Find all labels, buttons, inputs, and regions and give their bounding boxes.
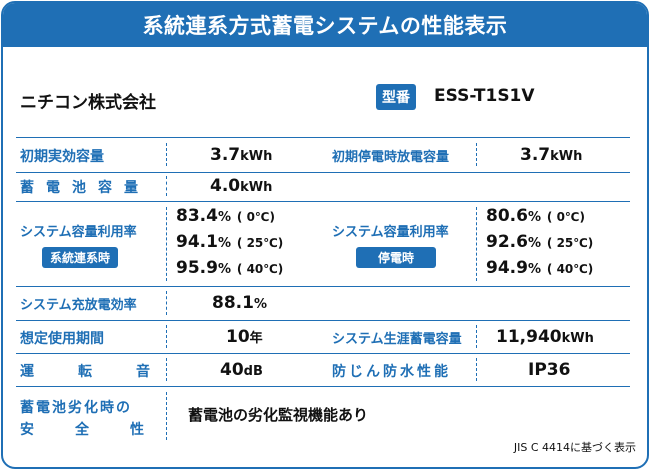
utilization-grid-number: 94.1 [176, 232, 218, 252]
utilization-grid-temp: ( 25℃) [236, 236, 284, 250]
noise-label: 運転音 [20, 364, 194, 380]
utilization-grid-unit: % [217, 262, 231, 277]
separator [476, 325, 477, 348]
utilization-outage-temp: ( 0℃) [546, 210, 585, 224]
charge-discharge-efficiency-unit: % [253, 297, 267, 312]
utilization-outage-unit: % [527, 262, 541, 277]
utilization-outage-unit: % [527, 236, 541, 251]
utilization-grid-value-25c: 94.1% ( 25℃) [176, 232, 283, 252]
utilization-outage-value-25c: 92.6% ( 25℃) [486, 232, 593, 252]
battery-capacity-unit: kWh [240, 180, 273, 195]
utilization-grid-value-0c: 83.4% ( 0℃) [176, 206, 275, 226]
expected-life-value: 10年 [226, 327, 263, 347]
separator [166, 176, 167, 196]
model-number: ESS-T1S1V [434, 86, 535, 106]
noise-unit: dB [243, 364, 263, 379]
utilization-outage-value-40c: 94.9% ( 40℃) [486, 258, 593, 278]
degradation-safety-label: 蓄電池劣化時の [20, 400, 132, 416]
utilization-outage-number: 80.6 [486, 206, 528, 226]
company-name: ニチコン株式会社 [20, 93, 156, 113]
waterproof-value: IP36 [528, 360, 571, 380]
expected-life-number: 10 [226, 327, 250, 347]
separator [476, 143, 477, 166]
initial-outage-discharge-number: 3.7 [520, 145, 551, 165]
utilization-outage-temp: ( 40℃) [546, 262, 594, 276]
rule [16, 172, 630, 173]
rule [16, 320, 630, 321]
lifetime-storage-label: システム生涯蓄電容量 [332, 332, 462, 347]
waterproof-label: 防じん防水性能 [332, 364, 451, 380]
noise-value: 40dB [220, 360, 263, 380]
noise-number: 40 [220, 360, 244, 380]
initial-capacity-number: 3.7 [210, 145, 241, 165]
initial-capacity-label: 初期実効容量 [20, 149, 104, 165]
initial-outage-discharge-value: 3.7kWh [520, 145, 582, 165]
lifetime-storage-value: 11,940kWh [496, 327, 594, 347]
rule [16, 286, 630, 287]
rule [16, 386, 630, 387]
degradation-safety-label-line2: 安全性 [20, 422, 185, 438]
separator [166, 325, 167, 348]
battery-capacity-label: 蓄電池容量 [20, 180, 150, 196]
expected-life-unit: 年 [249, 331, 263, 346]
separator [166, 291, 167, 315]
rule [16, 201, 630, 202]
lifetime-storage-unit: kWh [561, 331, 594, 346]
grid-connected-tag: 系統連系時 [42, 247, 119, 268]
expected-life-label: 想定使用期間 [20, 331, 104, 347]
outage-tag: 停電時 [356, 247, 437, 268]
utilization-outage-temp: ( 25℃) [546, 236, 594, 250]
utilization-grid-unit: % [217, 210, 231, 225]
separator [166, 207, 167, 281]
battery-capacity-number: 4.0 [210, 176, 241, 196]
utilization-grid-temp: ( 40℃) [236, 262, 284, 276]
charge-discharge-efficiency-label: システム充放電効率 [20, 298, 137, 313]
separator [476, 207, 477, 281]
degradation-safety-value: 蓄電池の劣化監視機能あり [188, 406, 369, 424]
lifetime-storage-number: 11,940 [496, 327, 562, 347]
utilization-outage-value-0c: 80.6% ( 0℃) [486, 206, 585, 226]
rule [16, 353, 630, 354]
charge-discharge-efficiency-value: 88.1% [212, 293, 267, 313]
separator [166, 143, 167, 166]
utilization-grid-temp: ( 0℃) [236, 210, 275, 224]
separator [476, 358, 477, 381]
utilization-grid-value-40c: 95.9% ( 40℃) [176, 258, 283, 278]
utilization-grid-number: 95.9 [176, 258, 218, 278]
separator [166, 358, 167, 381]
charge-discharge-efficiency-number: 88.1 [212, 293, 254, 313]
initial-capacity-unit: kWh [240, 149, 273, 164]
utilization-outage-number: 94.9 [486, 258, 528, 278]
utilization-grid-number: 83.4 [176, 206, 218, 226]
utilization-outage-label: システム容量利用率 [332, 225, 449, 240]
utilization-grid-unit: % [217, 236, 231, 251]
title-banner: 系統連系方式蓄電システムの性能表示 [3, 3, 647, 47]
initial-outage-discharge-label: 初期停電時放電容量 [332, 150, 450, 165]
rule [16, 137, 630, 138]
footnote: JIS C 4414に基づく表示 [513, 441, 636, 454]
utilization-outage-number: 92.6 [486, 232, 528, 252]
separator [166, 392, 167, 440]
battery-capacity-value: 4.0kWh [210, 176, 272, 196]
initial-outage-discharge-unit: kWh [550, 149, 583, 164]
utilization-grid-label: システム容量利用率 [20, 225, 137, 240]
utilization-outage-unit: % [527, 210, 541, 225]
initial-capacity-value: 3.7kWh [210, 145, 272, 165]
model-badge: 型番 [376, 84, 416, 110]
